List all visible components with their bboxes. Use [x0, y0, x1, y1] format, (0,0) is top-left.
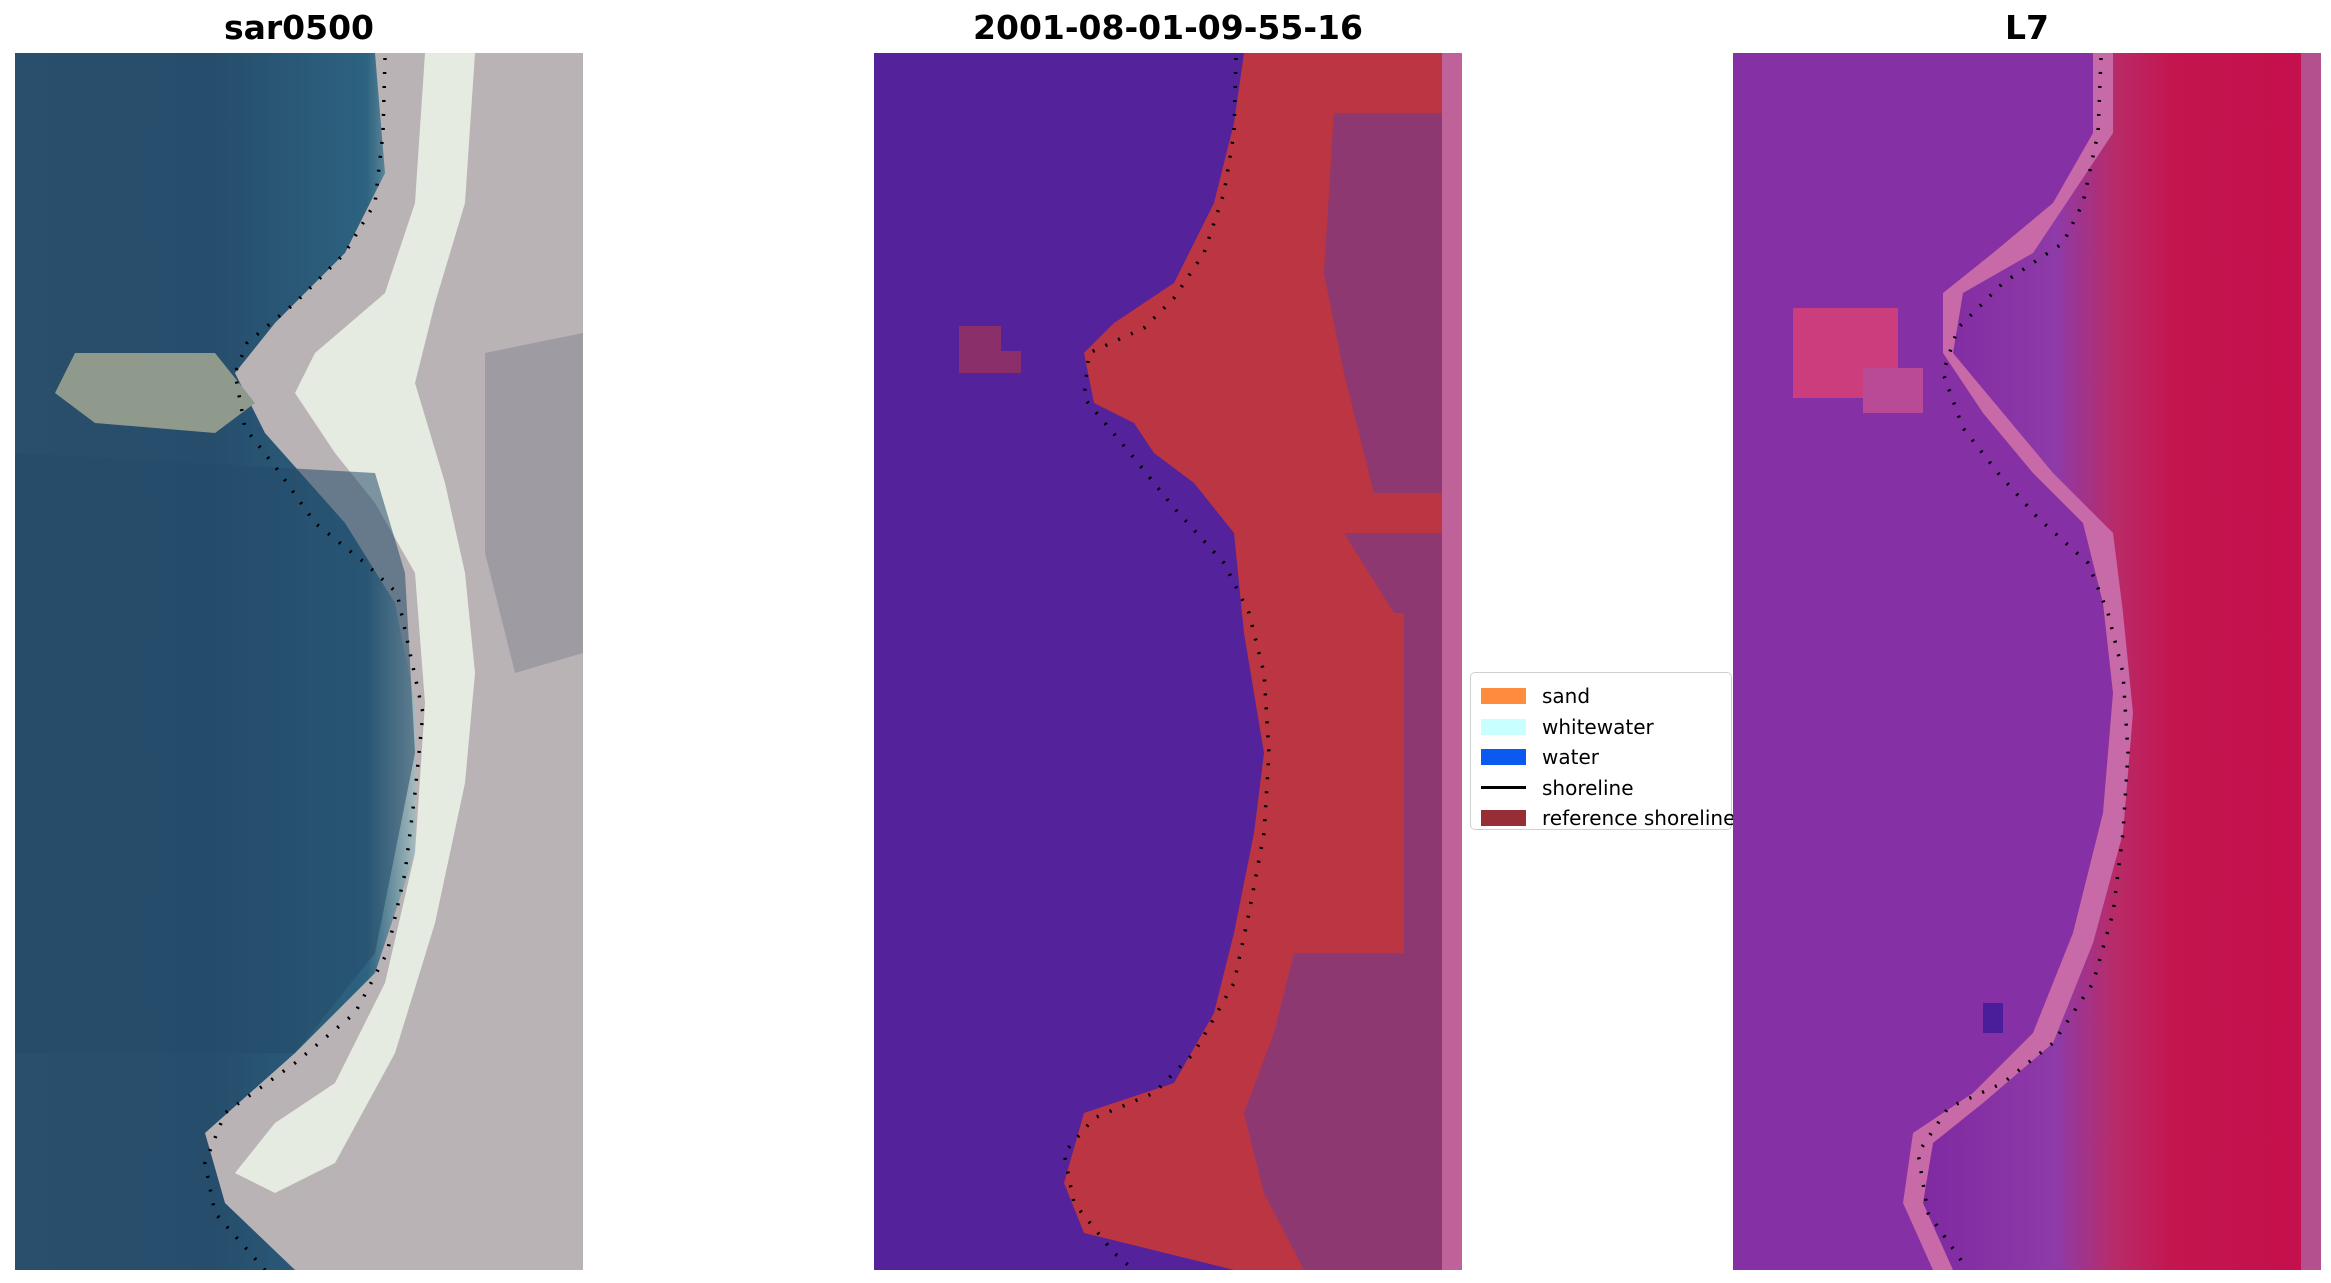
reference-shoreline-swatch	[1481, 810, 1526, 827]
legend-label-whitewater: whitewater	[1542, 714, 1654, 739]
whitewater-swatch	[1481, 718, 1526, 735]
rgb-satellite-image	[15, 53, 583, 1270]
shoreline-line-swatch	[1481, 786, 1526, 790]
legend-item-whitewater: whitewater	[1481, 712, 1721, 743]
mndwi-image	[1733, 53, 2321, 1270]
panel-title-index: L7	[2005, 8, 2049, 47]
legend-item-sand: sand	[1481, 681, 1721, 712]
legend-label-reference-shoreline: reference shoreline	[1542, 806, 1736, 831]
sand-swatch	[1481, 688, 1526, 705]
legend-label-shoreline: shoreline	[1542, 775, 1634, 800]
water-swatch	[1481, 749, 1526, 766]
legend-item-reference-shoreline: reference shoreline	[1481, 803, 1735, 834]
legend-item-water: water	[1481, 742, 1721, 773]
panel-title-classified: 2001-08-01-09-55-16	[973, 8, 1363, 47]
classified-image	[874, 53, 1462, 1270]
legend-label-sand: sand	[1542, 684, 1591, 709]
legend-label-water: water	[1542, 745, 1599, 770]
legend-item-shoreline: shoreline	[1481, 773, 1721, 804]
panel-title-rgb: sar0500	[223, 8, 375, 47]
legend: sand whitewater water shoreline referenc…	[1470, 672, 1735, 830]
